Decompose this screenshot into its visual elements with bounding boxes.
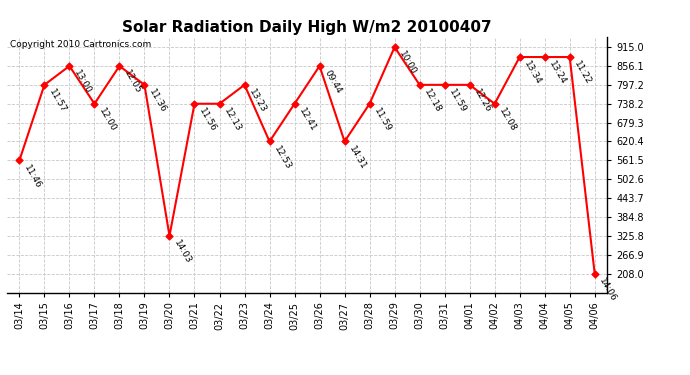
Point [439,82,450,88]
Text: 12:26: 12:26 [473,88,493,114]
Text: 14:03: 14:03 [172,238,193,266]
Point [564,54,575,60]
Text: 12:18: 12:18 [422,88,443,114]
Text: 12:53: 12:53 [273,144,293,171]
Point [339,138,350,144]
Point [39,82,50,88]
Text: 09:44: 09:44 [322,69,343,96]
Point [539,54,550,60]
Point [514,54,525,60]
Point [114,63,125,69]
Text: 10:00: 10:00 [397,50,418,77]
Point [589,271,600,277]
Text: 13:34: 13:34 [522,60,543,87]
Text: 12:00: 12:00 [97,106,118,134]
Text: 12:05: 12:05 [122,69,143,96]
Point [64,63,75,69]
Point [139,82,150,88]
Title: Solar Radiation Daily High W/m2 20100407: Solar Radiation Daily High W/m2 20100407 [122,20,492,35]
Text: 14:31: 14:31 [347,144,368,171]
Text: 11:57: 11:57 [47,88,68,114]
Point [164,233,175,239]
Text: 13:24: 13:24 [547,60,568,87]
Point [189,101,200,107]
Point [464,82,475,88]
Point [314,63,325,69]
Text: 12:08: 12:08 [497,106,518,134]
Point [89,101,100,107]
Point [239,82,250,88]
Text: 11:59: 11:59 [447,88,468,114]
Text: 13:23: 13:23 [247,88,268,114]
Point [414,82,425,88]
Point [14,158,25,164]
Point [389,44,400,50]
Text: 13:00: 13:00 [72,69,93,96]
Point [289,101,300,107]
Text: 11:46: 11:46 [22,163,43,190]
Point [264,138,275,144]
Text: 12:13: 12:13 [222,106,243,134]
Text: Copyright 2010 Cartronics.com: Copyright 2010 Cartronics.com [10,40,151,49]
Text: 11:36: 11:36 [147,88,168,114]
Point [489,101,500,107]
Text: 11:22: 11:22 [573,60,593,87]
Text: 11:59: 11:59 [373,106,393,134]
Text: 14:06: 14:06 [598,276,618,303]
Text: 12:41: 12:41 [297,106,318,133]
Text: 11:56: 11:56 [197,106,218,134]
Point [214,101,225,107]
Point [364,101,375,107]
